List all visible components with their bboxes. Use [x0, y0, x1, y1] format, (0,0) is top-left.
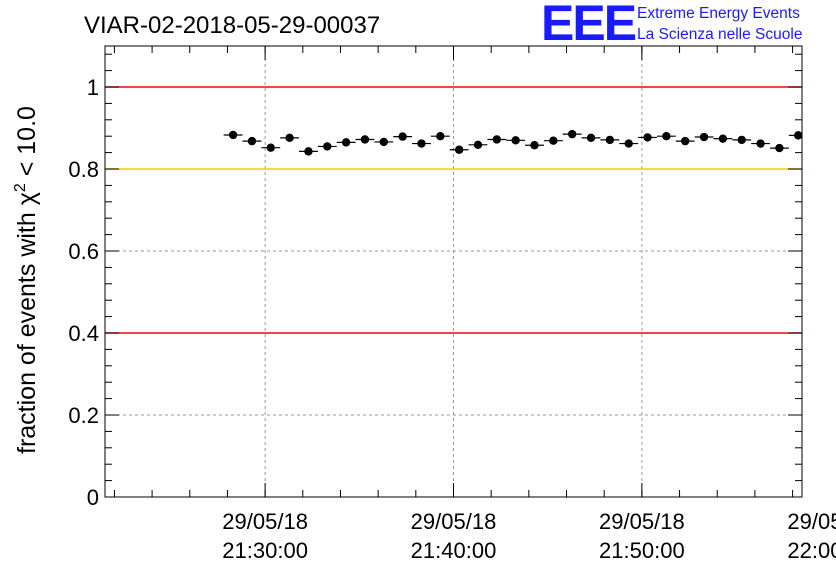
eee-logo: EEE Extreme Energy Events La Scienza nel… [541, 0, 802, 51]
point-marker [530, 141, 539, 150]
data-point [675, 136, 695, 146]
data-points [223, 129, 803, 156]
data-point [694, 132, 714, 142]
x-tick-time: 21:40:00 [411, 538, 497, 563]
reference-lines [105, 86, 802, 334]
point-marker [681, 136, 690, 146]
point-marker [643, 133, 652, 142]
data-point [449, 145, 469, 154]
point-marker [417, 139, 426, 148]
point-marker [323, 142, 332, 151]
logo-mark: EEE [541, 0, 636, 51]
y-tick-label: 0.4 [68, 321, 99, 346]
y-tick-label: 0.8 [68, 157, 99, 182]
point-marker [794, 131, 803, 140]
point-marker [549, 136, 558, 145]
point-marker [228, 130, 238, 140]
data-point [656, 132, 676, 141]
point-marker [511, 136, 520, 145]
point-marker [247, 136, 257, 146]
point-marker [398, 132, 407, 141]
data-point [430, 132, 450, 141]
data-point [468, 140, 488, 150]
data-point [581, 133, 601, 143]
data-point [317, 142, 337, 151]
x-tick-time: 21:50:00 [599, 538, 685, 563]
x-tick-labels: 29/05/18 21:30:00 29/05/18 21:40:00 29/05/18… [222, 509, 836, 563]
point-marker [699, 132, 709, 142]
y-tick-label: 0.6 [68, 239, 99, 264]
data-point [543, 136, 563, 145]
y-tick-labels: 0 0.2 0.4 0.6 0.8 1 [68, 75, 99, 510]
data-point [299, 147, 318, 156]
point-marker [304, 147, 313, 156]
point-marker [341, 138, 351, 147]
y-tick-label: 1 [87, 75, 99, 100]
data-point [619, 139, 639, 148]
point-marker [662, 132, 671, 141]
grid [105, 46, 802, 497]
point-marker [454, 145, 464, 154]
logo-line-1: Extreme Energy Events [637, 5, 800, 22]
data-point [769, 143, 789, 153]
point-marker [492, 135, 502, 144]
data-point [788, 131, 803, 140]
data-point [487, 135, 507, 144]
point-marker [473, 140, 483, 150]
data-point [732, 135, 752, 145]
data-point [280, 133, 300, 143]
x-tick-date: 29/05/18 [222, 509, 308, 534]
point-marker [624, 139, 633, 148]
point-marker [436, 132, 445, 141]
data-point [713, 134, 733, 143]
data-point [600, 135, 620, 145]
data-point [412, 139, 431, 148]
logo-line-2: La Scienza nelle Scuole [637, 26, 802, 43]
data-point [374, 137, 394, 147]
point-marker [605, 135, 615, 145]
x-tick-date: 29/05/18 [411, 509, 497, 534]
data-point [242, 136, 262, 146]
data-point [261, 143, 281, 152]
point-marker [360, 135, 370, 144]
data-point [223, 130, 243, 140]
chart-title: VIAR-02-2018-05-29-00037 [84, 12, 380, 39]
point-marker [567, 129, 577, 139]
point-marker [379, 137, 388, 147]
point-marker [718, 134, 728, 143]
data-point [355, 135, 375, 144]
data-point [393, 132, 413, 141]
data-point [506, 136, 526, 145]
x-tick-time: 21:30:00 [222, 538, 308, 563]
axis-ticks [105, 46, 802, 498]
point-marker [266, 143, 275, 152]
data-point [525, 141, 544, 150]
x-tick-date: 29/05/18 [599, 509, 685, 534]
y-axis-label: fraction of events with χ2 < 10.0 [12, 106, 41, 454]
point-marker [737, 135, 746, 145]
data-point [751, 139, 770, 148]
point-marker [775, 143, 784, 153]
y-tick-label: 0.2 [68, 403, 99, 428]
data-point [562, 129, 582, 139]
x-tick-date: 29/05/18 [787, 509, 836, 534]
point-marker [756, 139, 765, 148]
data-point [336, 138, 356, 147]
data-point [638, 133, 657, 142]
x-tick-time: 22:00:00 [787, 538, 836, 563]
point-marker [586, 133, 596, 143]
point-marker [285, 133, 294, 143]
y-tick-label: 0 [87, 485, 99, 510]
